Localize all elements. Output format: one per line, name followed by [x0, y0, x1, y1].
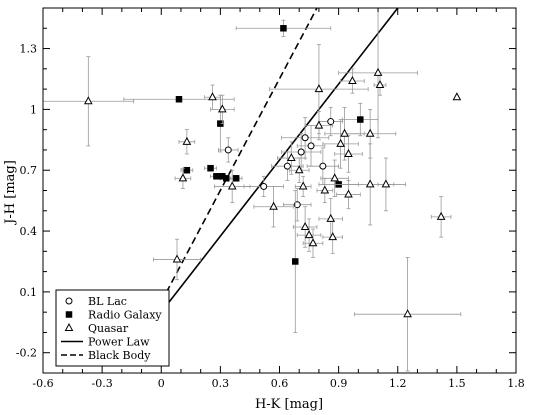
quasar-point [227, 181, 237, 190]
legend-swatch-radio-galaxy [65, 311, 73, 318]
radio-galaxy-point [175, 96, 183, 103]
radio-galaxy-point [183, 166, 191, 174]
bl-lac-point [327, 118, 335, 126]
y-tick-label: 0.4 [20, 225, 38, 238]
x-tick-label: 1.2 [389, 377, 407, 390]
bl-lac-point [297, 148, 305, 156]
legend-label-radio-galaxy: Radio Galaxy [88, 309, 162, 322]
quasar-point [330, 173, 340, 182]
quasar-point [308, 238, 318, 247]
legend-swatch-quasar [64, 322, 74, 331]
quasar-point [328, 232, 338, 241]
x-tick-label: 0 [158, 377, 165, 390]
quasar-point [336, 138, 345, 147]
bl-lac-point [307, 142, 315, 150]
quasar-point [83, 96, 93, 105]
quasar-point [365, 128, 375, 137]
x-tick-label: 0.9 [330, 377, 348, 390]
quasar-point [218, 104, 227, 113]
x-tick-label: 1.5 [448, 377, 466, 390]
radio-galaxy-point [280, 25, 287, 32]
radio-galaxy-point [207, 164, 214, 172]
quasar-point [294, 165, 304, 174]
quasar-point [436, 211, 446, 220]
radio-galaxy-point [357, 116, 364, 123]
quasar-point [178, 173, 188, 182]
quasar-point [314, 84, 324, 93]
quasar-point [172, 254, 182, 263]
y-tick-label: 0.1 [20, 286, 38, 299]
quasar-point [375, 80, 385, 89]
radio-galaxy-point [223, 175, 230, 182]
quasar-point [344, 148, 353, 157]
legend-box [55, 289, 170, 367]
legend-label-quasar: Quasar [88, 322, 129, 335]
y-tick-label: -0.2 [16, 347, 37, 360]
bl-lac-point [301, 134, 309, 142]
axes: -0.6 -0.3 0 0.3 0.6 0.9 1.2 1.5 1.8 -0.2 0.1 0.4 0.7… [16, 7, 525, 390]
radio-galaxy-point [213, 173, 220, 180]
quasar-point [286, 153, 296, 162]
plot-area [43, 8, 462, 372]
quasar-point [403, 309, 412, 318]
quasar-series [43, 8, 462, 372]
quasar-point [340, 128, 349, 137]
model-lines [160, 8, 399, 313]
x-tick-label: -0.6 [32, 377, 53, 390]
power-law-line [160, 8, 399, 313]
radio-galaxy-point [232, 175, 240, 182]
quasar-point [452, 92, 462, 101]
legend-label-bl-lac: BL Lac [88, 295, 127, 308]
quasar-point [373, 67, 383, 76]
x-tick-label: 1.8 [507, 377, 525, 390]
quasar-point [314, 120, 324, 129]
legend-swatch-bl-lac [65, 297, 73, 305]
x-tick-label: 0.3 [212, 377, 230, 390]
quasar-point [304, 230, 314, 239]
quasar-point [326, 213, 336, 222]
y-tick-label: 1.3 [20, 43, 38, 56]
legend-label-black-body: Black Body [88, 349, 151, 362]
x-tick-label: 0.6 [271, 377, 289, 390]
data-points [43, 8, 462, 372]
y-axis-title: J-H [mag] [3, 160, 18, 226]
y-tick-label: 1 [30, 103, 37, 116]
legend-label-power-law: Power Law [88, 336, 150, 349]
quasar-point [208, 92, 217, 101]
quasar-point [344, 189, 353, 198]
quasar-point [182, 136, 192, 145]
bl-lac-point [319, 162, 327, 170]
x-axis-title: H-K [mag] [255, 397, 323, 412]
quasar-point [348, 75, 357, 84]
black-body-line [160, 8, 318, 303]
quasar-point [269, 201, 278, 210]
bl-lac-point [293, 201, 301, 209]
quasar-point [365, 179, 375, 188]
y-tick-label: 0.7 [20, 164, 38, 177]
x-tick-label: -0.3 [92, 377, 113, 390]
quasar-point [300, 221, 310, 230]
radio-galaxy-point [292, 258, 299, 265]
quasar-point [320, 185, 330, 194]
bl-lac-point [283, 162, 291, 170]
quasar-point [381, 179, 391, 188]
bl-lac-point [260, 182, 268, 190]
quasar-point [298, 181, 308, 190]
bl-lac-point [224, 146, 232, 154]
